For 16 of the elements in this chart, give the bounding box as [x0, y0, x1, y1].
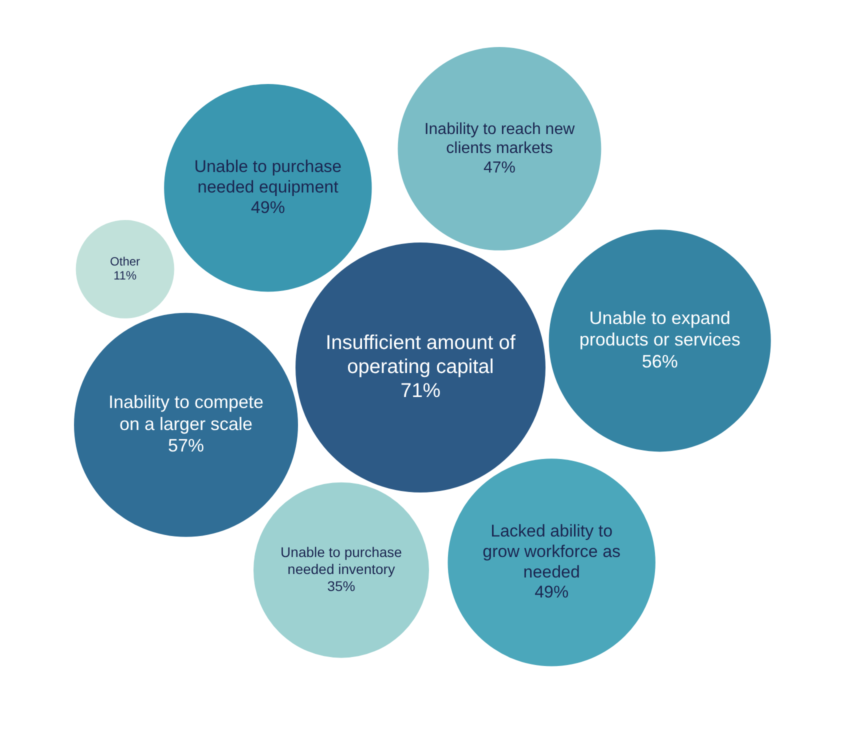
data-label: 35%	[327, 578, 356, 594]
category-label: Insufficient amount of operating capital	[326, 332, 516, 378]
category-label: Inability to reach new clients markets	[424, 120, 576, 158]
category-label: Other	[110, 254, 140, 268]
data-label: 47%	[483, 159, 516, 176]
data-label: 49%	[534, 582, 569, 602]
category-label: Lacked ability to grow workforce as needed	[482, 522, 621, 582]
data-label: 56%	[642, 351, 678, 372]
category-label: Inability to compete on a larger scale	[108, 392, 264, 434]
category-label: Unable to expand products or services	[579, 308, 740, 350]
category-label: Unable to purchase needed equipment	[194, 157, 342, 197]
data-label: 71%	[400, 380, 441, 402]
data-label: 11%	[113, 268, 137, 283]
category-label: Unable to purchase needed inventory	[280, 544, 402, 577]
data-label: 57%	[168, 435, 204, 456]
data-label: 49%	[250, 198, 285, 217]
